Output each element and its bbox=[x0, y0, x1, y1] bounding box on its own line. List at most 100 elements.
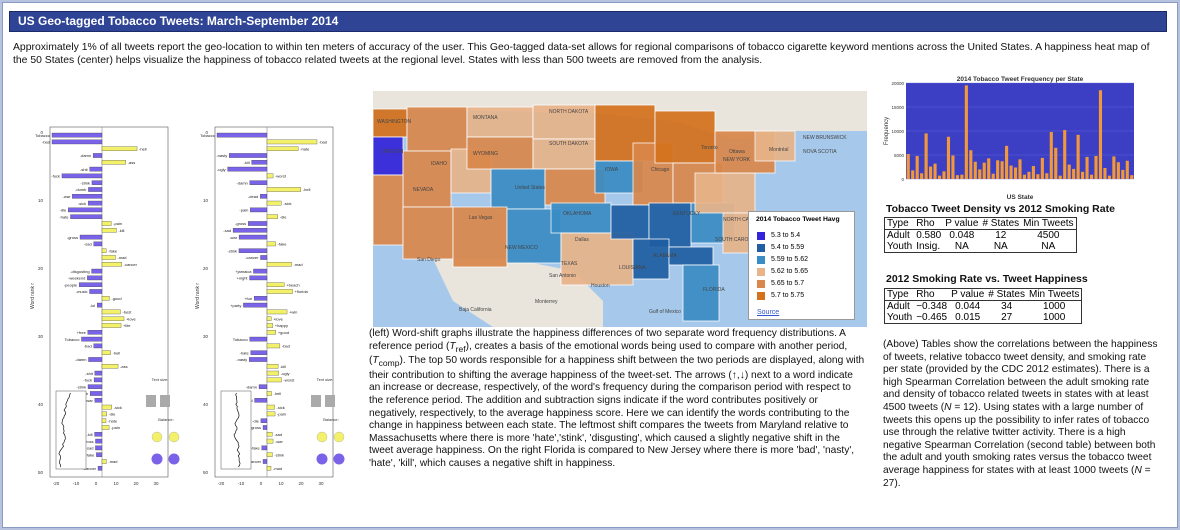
state-region bbox=[402, 150, 452, 208]
word-shift-bar bbox=[81, 336, 103, 342]
word-shift-bar bbox=[78, 282, 103, 287]
word-shift-label: -pain bbox=[111, 425, 120, 430]
legend-source-link[interactable]: Source bbox=[757, 309, 780, 316]
table-cell: Adult bbox=[887, 230, 910, 241]
word-shift-label: -sad bbox=[274, 432, 282, 437]
y-tick-label: 40 bbox=[38, 402, 44, 407]
freq-bar bbox=[1031, 166, 1035, 179]
word-shift-label: -hell bbox=[113, 350, 121, 355]
legend-label: 5.3 to 5.4 bbox=[771, 232, 801, 239]
y-axis-label: Word rank r bbox=[195, 283, 201, 309]
word-shift-bar bbox=[51, 132, 103, 138]
state-region bbox=[406, 106, 468, 152]
state-region bbox=[560, 232, 634, 286]
word-shift-label: -people bbox=[64, 282, 78, 287]
caption-right: (Above) Tables show the correlations bet… bbox=[883, 339, 1158, 489]
word-shift-graph-left: 0 10 20 30 40 50 Word rank r -20 -10 0 10 20 30 Tobac… bbox=[28, 119, 186, 495]
word-shift-bar bbox=[101, 146, 138, 151]
freq-bar bbox=[973, 161, 977, 179]
word-shift-label: -cancer bbox=[83, 466, 97, 471]
word-shift-label: -hate bbox=[240, 350, 250, 355]
chart-title: 2014 Tobacco Tweet Frequency per State bbox=[957, 76, 1084, 83]
word-shift-bar bbox=[249, 275, 268, 281]
word-shift-bar bbox=[249, 180, 268, 185]
map-place-label: Dallas bbox=[575, 237, 589, 243]
word-shift-label: -fuck bbox=[51, 174, 60, 179]
map-place-label: Houston bbox=[591, 283, 610, 289]
table-density-vs-smoking: Type Rho P value # States Min Tweets Adult 0.5… bbox=[884, 217, 1077, 253]
map-place-label: NORTH DAKOTA bbox=[549, 109, 589, 115]
word-shift-label: -sick bbox=[283, 201, 291, 206]
word-shift-label: -nasty bbox=[216, 153, 227, 158]
state-region bbox=[373, 136, 404, 176]
table-cell: 0.044 bbox=[955, 301, 981, 312]
word-shift-bar bbox=[249, 336, 268, 342]
map-place-label: KENTUCKY bbox=[673, 211, 701, 217]
word-shift-bar bbox=[101, 296, 110, 301]
word-shift-bar bbox=[260, 418, 268, 423]
word-shift-label: -bad bbox=[42, 140, 50, 145]
text-size-label: Text size: bbox=[152, 377, 169, 382]
word-shift-label: -stink bbox=[76, 384, 86, 389]
word-shift-label: -die bbox=[252, 418, 259, 423]
freq-bar bbox=[906, 154, 910, 179]
freq-bar bbox=[1116, 162, 1120, 179]
word-shift-bar bbox=[253, 296, 268, 301]
map-place-label: NORTH CAROLINA bbox=[723, 217, 768, 223]
word-shift-bar bbox=[101, 404, 112, 410]
word-shift-bar bbox=[250, 207, 268, 213]
x-tick-label: -10 bbox=[73, 481, 80, 486]
table-header-cell: P value bbox=[949, 288, 987, 301]
word-shift-label: Tobacco bbox=[35, 133, 51, 138]
x-tick-label: -20 bbox=[218, 481, 225, 486]
y-tick-label: 10 bbox=[38, 198, 44, 203]
table-header-row: Type Rho P value # States Min Tweets bbox=[884, 288, 1082, 301]
word-shift-bar bbox=[253, 268, 268, 274]
table-header-cell: Min Tweets bbox=[1026, 288, 1082, 301]
y-tick-label: 0 bbox=[901, 177, 904, 182]
freq-bar bbox=[1085, 156, 1089, 179]
table-cell: −0.348 bbox=[916, 301, 948, 312]
legend-label: 5.7 to 5.75 bbox=[771, 292, 805, 299]
state-region bbox=[532, 104, 596, 140]
map-place-label: MONTANA bbox=[473, 115, 498, 121]
freq-bar bbox=[960, 174, 964, 179]
freq-bar bbox=[1040, 157, 1044, 179]
title-bar: US Geo-tagged Tobacco Tweets: March-Sept… bbox=[9, 11, 1167, 32]
table-cell: NA bbox=[1041, 241, 1056, 252]
word-shift-label: -nasty bbox=[236, 357, 247, 362]
state-region bbox=[754, 130, 796, 162]
word-shift-label: -damn bbox=[246, 384, 257, 389]
word-shift-label: -pain bbox=[113, 221, 122, 226]
y-tick-label: 50 bbox=[203, 470, 209, 475]
frequency-bar-chart: 2014 Tobacco Tweet Frequency per State 0 5… bbox=[878, 75, 1142, 203]
word-shift-label: -weekend bbox=[68, 276, 85, 281]
state-region bbox=[402, 206, 454, 260]
word-shift-label: Tobacco bbox=[200, 133, 216, 138]
freq-bar bbox=[1098, 90, 1103, 179]
freq-bar bbox=[915, 155, 919, 179]
y-axis-label: Word rank r bbox=[30, 283, 36, 309]
freq-bar bbox=[1022, 174, 1027, 179]
table-cell: 1000 bbox=[1043, 312, 1066, 323]
word-shift-label: -kill bbox=[280, 364, 286, 369]
state-region bbox=[373, 174, 404, 246]
map-place-label: Las Vegas bbox=[469, 215, 493, 221]
freq-bar bbox=[1094, 155, 1098, 179]
table-cell: Youth bbox=[887, 241, 913, 252]
y-tick-label: 0 bbox=[205, 130, 208, 135]
word-shift-label: -best bbox=[122, 310, 132, 315]
x-tick-label: 10 bbox=[278, 481, 284, 486]
word-shift-bar bbox=[229, 153, 268, 158]
freq-bar bbox=[987, 158, 991, 179]
table-cell: 34 bbox=[1001, 301, 1013, 312]
word-shift-bar bbox=[101, 248, 107, 253]
word-shift-bar bbox=[101, 459, 107, 464]
word-shift-bar bbox=[238, 248, 268, 253]
word-shift-bar bbox=[266, 173, 274, 179]
balance-label: Balance: bbox=[323, 417, 339, 422]
state-region bbox=[466, 106, 534, 138]
word-shift-bar bbox=[97, 302, 103, 308]
table-cell: Adult bbox=[887, 301, 910, 312]
word-shift-label: +fun bbox=[244, 296, 252, 301]
